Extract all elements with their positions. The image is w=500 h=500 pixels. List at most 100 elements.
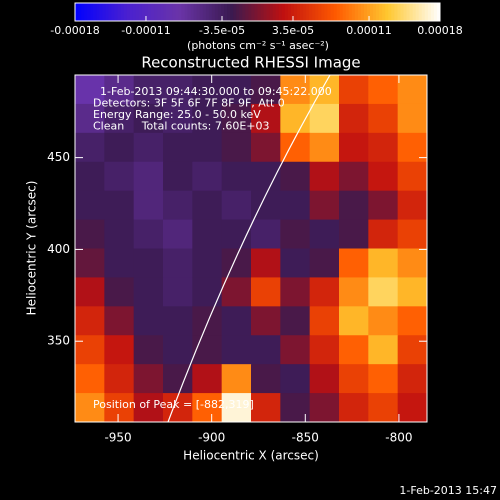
heatmap [75,75,428,423]
heat-cell [339,393,369,423]
heat-cell [309,364,340,394]
colorbar-swatch [427,3,432,21]
heat-cell [192,75,223,105]
colorbar-swatch [266,3,271,21]
colorbar-tick-label: -0.00018 [50,24,99,37]
colorbar-swatch [367,3,371,21]
colorbar-swatch [99,3,103,21]
heat-cell [339,306,369,336]
colorbar-swatch [90,3,94,21]
colorbar-swatch [339,3,344,21]
colorbar-tick-label: 0.00018 [417,24,463,37]
heat-cell [221,335,252,365]
heat-cell [104,161,135,192]
colorbar-swatch [421,3,426,21]
heat-cell [75,248,105,278]
colorbar-swatch [132,3,137,21]
heat-cell [280,277,311,307]
heat-cell [192,393,223,423]
heat-cell [133,393,164,423]
colorbar-swatch [202,3,207,21]
colorbar-swatch [126,3,131,21]
x-tick-label: -850 [292,431,319,445]
colorbar-swatch [397,3,401,21]
colorbar-swatch [160,3,164,21]
heat-cell [221,75,252,105]
heat-cell [75,306,105,336]
heat-cell [192,364,223,394]
heat-cell [104,103,135,134]
chart-title: Reconstructed RHESSI Image [141,54,360,72]
heat-cell [251,75,281,105]
heat-cell [75,75,105,105]
heat-cell [339,364,369,394]
x-tick-label: -800 [385,431,412,445]
colorbar-swatch [418,3,423,21]
colorbar-swatch [227,3,231,21]
colorbar-swatch [409,3,414,21]
colorbar-swatch [87,3,91,21]
heat-cell [280,161,311,192]
heat-cell [192,103,223,134]
colorbar-swatch [84,3,88,21]
colorbar-swatch [172,3,176,21]
solar-limb [167,74,331,423]
heat-cell [163,190,193,221]
heat-cell [368,75,399,105]
colorbar-swatch [144,3,149,21]
colorbar-swatch [287,3,292,21]
heat-cell [163,132,193,163]
colorbar-swatch [342,3,347,21]
heat-cell [368,190,399,221]
heat-cell [163,161,193,192]
colorbar-swatch [169,3,173,21]
colorbar-swatch [272,3,277,21]
colorbar-swatch [151,3,155,21]
colorbar-swatch [354,3,359,21]
colorbar-swatch [163,3,167,21]
colorbar-swatch [312,3,316,21]
colorbar-swatch [196,3,201,21]
heat-cell [309,161,340,192]
colorbar-swatch [357,3,362,21]
colorbar-swatch [269,3,274,21]
colorbar-swatch [217,3,222,21]
y-tick-label: 350 [47,334,70,348]
heat-cell [251,132,281,163]
colorbar-swatch [360,3,365,21]
heat-cell [251,161,281,192]
heat-cell [221,306,252,336]
colorbar-swatch [315,3,319,21]
heat-cell [309,103,340,134]
heat-cell [309,219,340,249]
colorbar-swatch [430,3,435,21]
heat-cell [104,75,135,105]
heat-cell [133,364,164,394]
colorbar-swatch [78,3,82,21]
heat-cell [368,364,399,394]
heat-cell [339,248,369,278]
colorbar-frame [74,2,441,22]
colorbar-swatch [400,3,404,21]
heat-cell [309,75,340,105]
colorbar-swatch [248,3,252,21]
heat-cell [309,277,340,307]
colorbar-swatch [281,3,286,21]
footer-date: 1-Feb-2013 15:47 [399,484,497,497]
heat-cell [309,190,340,221]
colorbar-swatch [190,3,195,21]
colorbar-swatch [318,3,322,21]
colorbar-swatch [433,3,438,21]
colorbar-swatch [114,3,119,21]
heat-cell [75,161,105,192]
heat-cell [75,103,105,134]
heat-cell [104,219,135,249]
annotation: Detectors: 3F 5F 6F 7F 8F 9F, Att 0 [93,97,285,110]
heat-cell [309,248,340,278]
heat-cell [280,364,311,394]
colorbar-swatch [105,3,109,21]
heat-cell [339,190,369,221]
heat-cell [192,306,223,336]
heat-cell [104,248,135,278]
